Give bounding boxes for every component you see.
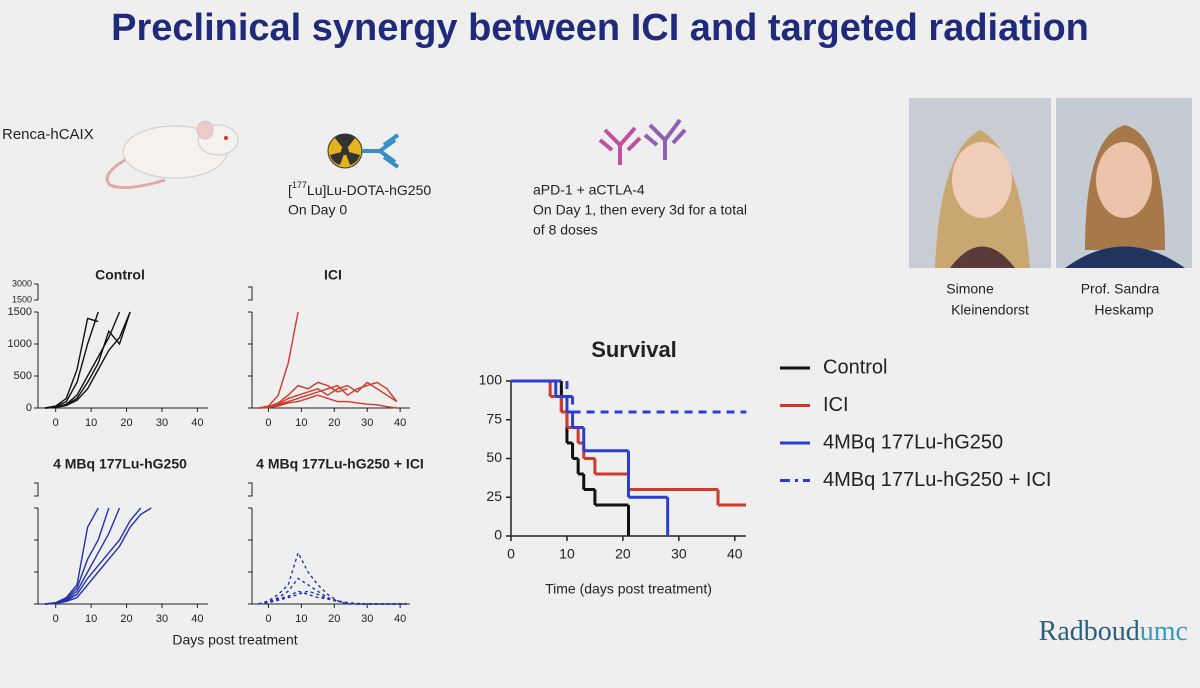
x-tick-label: 20 <box>328 613 340 625</box>
person-name: Simone <box>946 281 994 297</box>
x-axis-label: Days post treatment <box>172 632 297 648</box>
radio-icon <box>327 133 400 169</box>
radio-label: [177Lu]Lu-DOTA-hG250 <box>288 180 431 197</box>
x-tick-label: 30 <box>361 417 373 429</box>
x-tick-label: 0 <box>507 546 515 562</box>
growth-line <box>258 550 407 605</box>
x-tick-label: 0 <box>265 613 271 625</box>
legend-label: ICI <box>823 394 849 416</box>
x-tick-label: 40 <box>394 417 406 429</box>
ici-schedule: On Day 1, then every 3d for a total <box>533 202 747 218</box>
x-tick-label: 10 <box>559 546 575 562</box>
y-tick-label: 1500 <box>12 294 32 304</box>
legend-label: 4MBq 177Lu-hG250 + ICI <box>823 469 1051 491</box>
x-tick-label: 30 <box>361 613 373 625</box>
person-name: Heskamp <box>1094 302 1153 318</box>
x-tick-label: 40 <box>394 613 406 625</box>
y-tick-label: 0 <box>494 527 502 543</box>
x-tick-label: 30 <box>156 417 168 429</box>
logo-main: Radboud <box>1039 616 1140 647</box>
radio-prefix: [ <box>288 182 292 198</box>
ici-drugs: aPD-1 + aCTLA-4 <box>533 182 645 198</box>
x-tick-label: 30 <box>671 546 687 562</box>
growth-line <box>258 394 397 409</box>
x-tick-label: 0 <box>265 417 271 429</box>
growth-line <box>258 381 398 409</box>
y-tick-label: 1500 <box>8 306 32 318</box>
growth-line <box>45 311 131 409</box>
y-tick-label: 50 <box>486 449 502 465</box>
logo: Radboudumc <box>1039 616 1188 647</box>
growth-line <box>258 381 348 409</box>
model-label: Renca-hCAIX <box>2 126 94 143</box>
axis-break <box>34 482 39 497</box>
x-tick-label: 20 <box>120 613 132 625</box>
ici-schedule: of 8 doses <box>533 222 598 238</box>
y-tick-label: 0 <box>26 402 32 414</box>
y-tick-label: 500 <box>14 370 32 382</box>
x-tick-label: 10 <box>295 613 307 625</box>
x-tick-label: 20 <box>120 417 132 429</box>
radio-schedule: On Day 0 <box>288 202 347 218</box>
x-tick-label: 10 <box>295 417 307 429</box>
x-tick-label: 10 <box>85 417 97 429</box>
y-tick-label: 1000 <box>8 338 32 350</box>
x-tick-label: 30 <box>156 613 168 625</box>
x-tick-label: 10 <box>85 613 97 625</box>
axis-break <box>248 286 253 301</box>
panel-title: Control <box>95 267 145 283</box>
legend-label: 4MBq 177Lu-hG250 <box>823 431 1003 453</box>
radio-superscript: 177 <box>292 180 307 190</box>
growth-line <box>258 590 407 605</box>
x-tick-label: 20 <box>328 417 340 429</box>
x-tick-label: 0 <box>53 417 59 429</box>
panel-title: 4 MBq 177Lu-hG250 <box>53 456 187 472</box>
logo-suffix: umc <box>1140 616 1188 647</box>
mouse-icon <box>105 120 239 190</box>
antibody-icon <box>598 118 687 165</box>
photo <box>1056 98 1192 268</box>
x-tick-label: 40 <box>191 417 203 429</box>
photo <box>909 98 1051 268</box>
x-axis-label: Time (days post treatment) <box>545 581 712 597</box>
panel-title: 4 MBq 177Lu-hG250 + ICI <box>256 456 424 472</box>
growth-line <box>258 381 398 409</box>
x-tick-label: 0 <box>53 613 59 625</box>
slide-title: Preclinical synergy between ICI and targ… <box>111 7 1089 49</box>
y-tick-label: 75 <box>486 410 502 426</box>
y-tick-label: 25 <box>486 488 502 504</box>
x-tick-label: 40 <box>727 546 743 562</box>
chart-title: Survival <box>591 337 677 362</box>
radio-rest: Lu]Lu-DOTA-hG250 <box>307 182 431 198</box>
growth-line <box>45 507 152 605</box>
x-tick-label: 40 <box>191 613 203 625</box>
legend-label: Control <box>823 356 887 378</box>
x-tick-label: 20 <box>615 546 631 562</box>
y-tick-label: 3000 <box>12 278 32 288</box>
y-tick-label: 100 <box>479 372 503 388</box>
axis-break <box>248 482 253 497</box>
person-name: Kleinendorst <box>951 302 1029 318</box>
person-name: Prof. Sandra <box>1081 281 1160 297</box>
panel-title: ICI <box>324 267 342 283</box>
